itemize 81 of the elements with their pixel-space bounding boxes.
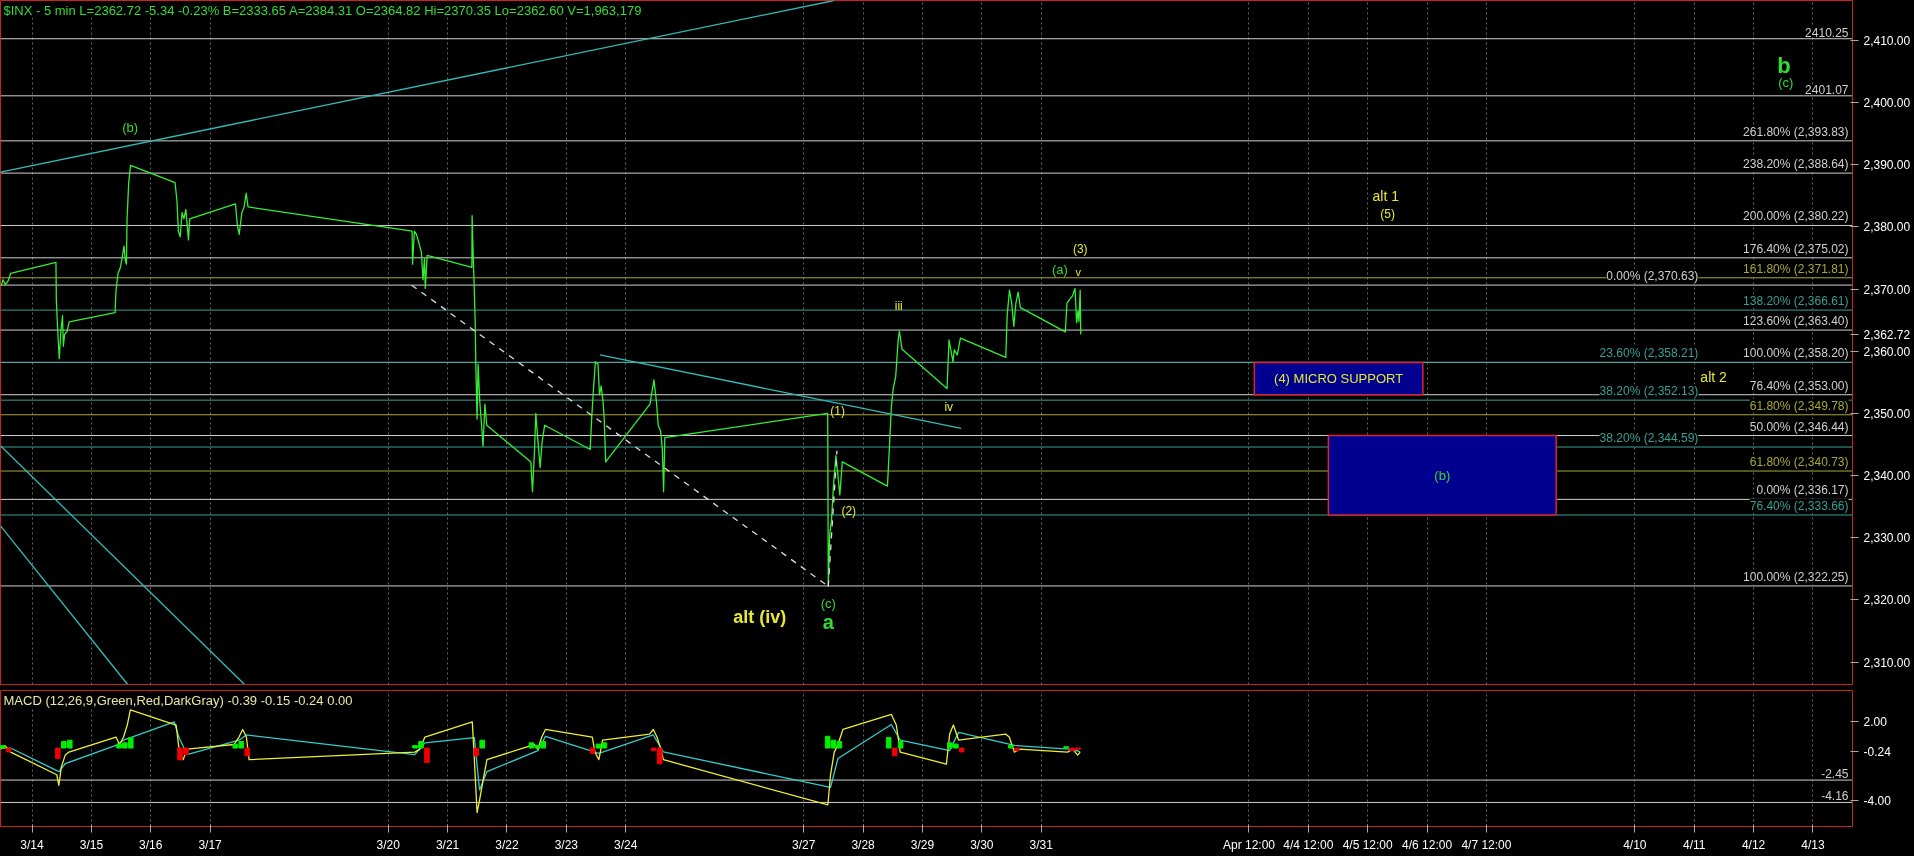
ref-line-label: 38.20% (2,344.59) xyxy=(1599,431,1699,446)
y-tick-label: 2,362.72 xyxy=(1863,327,1911,342)
x-tick-label: 3/22 xyxy=(495,837,519,852)
x-tick-label: 3/31 xyxy=(1029,837,1054,852)
y-tick-label: -4.00 xyxy=(1863,793,1892,808)
y-tick-label: 2.00 xyxy=(1863,715,1888,730)
y-tick-label: 2,410.00 xyxy=(1863,33,1911,48)
chart-title: $INX - 5 min L=2362.72 -5.34 -0.23% B=2333.65 A=2384.31 O=2364.82 Hi=2370.35 Lo=2362.60 V=1,963,179 xyxy=(3,2,642,18)
annotation: alt (iv) xyxy=(733,606,787,627)
x-tick-label: 4/12 xyxy=(1741,837,1766,852)
x-tick-label: 3/24 xyxy=(613,837,638,852)
band-label: (b) xyxy=(1434,467,1451,483)
y-tick-label: 2,350.00 xyxy=(1863,406,1911,421)
annotation: v xyxy=(1075,266,1082,279)
annotation: iii xyxy=(894,299,903,314)
ref-line-label: 0.00% (2,336.17) xyxy=(1756,483,1849,498)
annotation: alt 2 xyxy=(1700,369,1728,386)
x-tick-label: 3/30 xyxy=(970,837,994,852)
ref-line-label: 238.20% (2,388.64) xyxy=(1743,157,1849,172)
x-tick-label: 3/23 xyxy=(554,837,579,852)
y-tick-label: 2,380.00 xyxy=(1863,220,1911,235)
ref-line-label: 138.20% (2,366.61) xyxy=(1743,294,1849,309)
y-tick-label: 2,340.00 xyxy=(1863,469,1911,484)
ref-line-label: 76.40% (2,353.00) xyxy=(1749,378,1849,393)
ref-line-label: 23.60% (2,358.21) xyxy=(1599,346,1699,361)
ref-line-label: 200.00% (2,380.22) xyxy=(1743,209,1849,224)
y-tick-label: 2,370.00 xyxy=(1863,282,1911,297)
ref-line-label: 61.80% (2,349.78) xyxy=(1749,398,1849,413)
annotation: (2) xyxy=(841,503,857,518)
annotation: (b) xyxy=(122,119,139,135)
y-tick-label: 2,400.00 xyxy=(1863,95,1911,110)
ref-line-label: 161.80% (2,371.81) xyxy=(1743,261,1849,276)
ref-line-label: 2401.07 xyxy=(1805,82,1849,97)
ref-line-label: 123.60% (2,363.40) xyxy=(1743,314,1849,329)
annotation: alt 1 xyxy=(1372,188,1400,205)
ref-line-label: 176.40% (2,375.02) xyxy=(1743,241,1849,256)
ref-line-label: 76.40% (2,333.66) xyxy=(1749,498,1849,513)
x-tick-label: 4/4 12:00 xyxy=(1283,837,1334,852)
ref-line-label: 0.00% (2,370.63) xyxy=(1606,269,1699,284)
annotation: (c) xyxy=(1778,75,1794,91)
y-tick-label: 2,360.00 xyxy=(1863,344,1911,359)
x-tick-label: 4/10 xyxy=(1623,837,1647,852)
ref-line-label: -2.45 xyxy=(1821,767,1849,782)
x-tick-label: 3/14 xyxy=(20,837,45,852)
annotation: iv xyxy=(944,400,954,415)
x-tick-label: 4/13 xyxy=(1801,837,1825,852)
x-tick-label: 4/5 12:00 xyxy=(1342,837,1394,852)
ref-line-label: 2410.25 xyxy=(1805,25,1849,40)
ref-line-label: 38.20% (2,352.13) xyxy=(1599,384,1699,399)
annotation: (c) xyxy=(820,596,836,612)
ref-line-label: 61.80% (2,340.73) xyxy=(1749,455,1849,470)
x-tick-label: 3/15 xyxy=(79,837,104,852)
band-label: (4) MICRO SUPPORT xyxy=(1274,371,1404,387)
annotation: a xyxy=(822,611,835,634)
x-tick-label: 3/16 xyxy=(139,837,163,852)
x-tick-label: 4/7 12:00 xyxy=(1461,837,1512,852)
ref-line-label: -4.16 xyxy=(1821,789,1849,804)
y-tick-label: 2,320.00 xyxy=(1863,593,1911,608)
ref-line-label: 100.00% (2,322.25) xyxy=(1743,569,1849,584)
annotation: (5) xyxy=(1380,206,1395,221)
ref-line-label: 50.00% (2,346.44) xyxy=(1749,419,1849,434)
annotation: (a) xyxy=(1051,262,1068,278)
y-tick-label: 2,390.00 xyxy=(1863,158,1911,173)
y-tick-label: 2,310.00 xyxy=(1863,655,1911,670)
y-tick-label: 2,330.00 xyxy=(1863,531,1911,546)
annotation: b xyxy=(1777,52,1791,78)
x-tick-label: 3/28 xyxy=(851,837,876,852)
x-tick-label: 3/27 xyxy=(792,837,816,852)
ref-line-label: 100.00% (2,358.20) xyxy=(1743,346,1849,361)
chart-title: MACD (12,26,9,Green,Red,DarkGray) -0.39 -0.15 -0.24 0.00 xyxy=(3,692,353,708)
x-tick-label: 4/11 xyxy=(1682,837,1706,852)
annotation: (1) xyxy=(830,403,845,418)
x-tick-label: 3/20 xyxy=(376,837,401,852)
y-tick-label: -0.24 xyxy=(1863,744,1892,759)
x-tick-label: 3/29 xyxy=(910,837,935,852)
x-tick-label: 4/6 12:00 xyxy=(1402,837,1453,852)
x-tick-label: 3/17 xyxy=(198,837,223,852)
x-tick-label: 3/21 xyxy=(435,837,460,852)
ref-line-label: 261.80% (2,393.83) xyxy=(1743,124,1849,139)
annotation: (3) xyxy=(1072,242,1088,257)
x-tick-label: Apr 12:00 xyxy=(1222,837,1276,852)
